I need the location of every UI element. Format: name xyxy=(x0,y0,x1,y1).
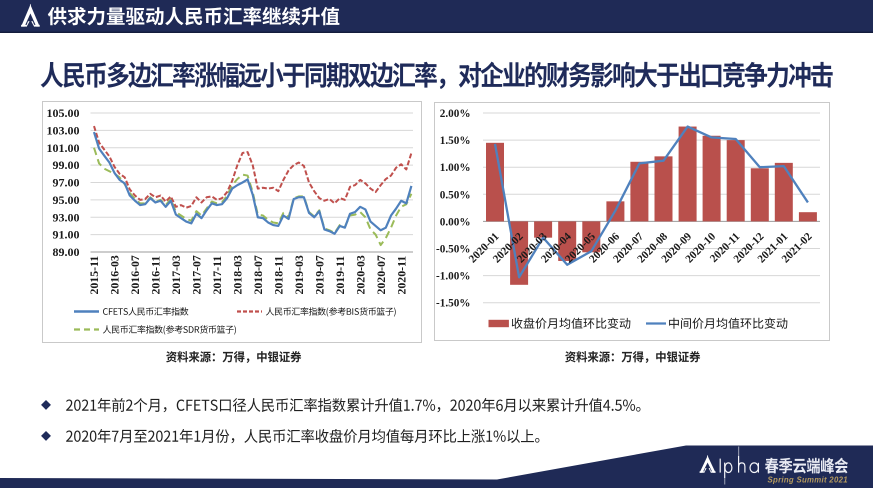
svg-text:89.00: 89.00 xyxy=(53,245,80,259)
svg-text:1.00%: 1.00% xyxy=(440,162,471,174)
svg-text:2017-07: 2017-07 xyxy=(190,255,204,294)
svg-text:93.00: 93.00 xyxy=(53,210,80,224)
svg-text:2018-07: 2018-07 xyxy=(251,255,265,294)
svg-text:0.50%: 0.50% xyxy=(440,189,471,201)
svg-text:Spring Summit 2021: Spring Summit 2021 xyxy=(768,475,848,484)
svg-text:-1.00%: -1.00% xyxy=(436,271,471,283)
svg-text:2019-03: 2019-03 xyxy=(292,255,306,294)
svg-text:105.00: 105.00 xyxy=(47,106,80,120)
svg-text:2015-11: 2015-11 xyxy=(87,256,101,295)
svg-text:91.00: 91.00 xyxy=(53,228,80,242)
svg-text:103.00: 103.00 xyxy=(47,123,80,137)
svg-text:2020-11: 2020-11 xyxy=(394,256,408,295)
svg-text:0.00%: 0.00% xyxy=(440,216,471,228)
svg-text:95.00: 95.00 xyxy=(53,193,80,207)
svg-text:2020-03: 2020-03 xyxy=(353,255,367,294)
svg-text:2018-03: 2018-03 xyxy=(231,255,245,294)
svg-text:2018-11: 2018-11 xyxy=(272,256,286,295)
svg-text:2.00%: 2.00% xyxy=(440,108,471,120)
svg-text:97.00: 97.00 xyxy=(53,176,80,190)
svg-text:2019-07: 2019-07 xyxy=(313,255,327,294)
svg-text:2017-11: 2017-11 xyxy=(210,256,224,295)
svg-text:2016-11: 2016-11 xyxy=(149,256,163,295)
svg-text:2017-03: 2017-03 xyxy=(169,255,183,294)
svg-text:2016-03: 2016-03 xyxy=(108,255,122,294)
svg-text:-1.50%: -1.50% xyxy=(436,298,471,310)
svg-text:101.00: 101.00 xyxy=(47,141,80,155)
svg-text:2016-07: 2016-07 xyxy=(128,255,142,294)
svg-text:2019-11: 2019-11 xyxy=(333,256,347,295)
svg-text:-0.50%: -0.50% xyxy=(436,244,471,256)
svg-text:2020-07: 2020-07 xyxy=(374,255,388,294)
svg-text:1.50%: 1.50% xyxy=(440,135,471,147)
svg-text:99.00: 99.00 xyxy=(53,158,80,172)
